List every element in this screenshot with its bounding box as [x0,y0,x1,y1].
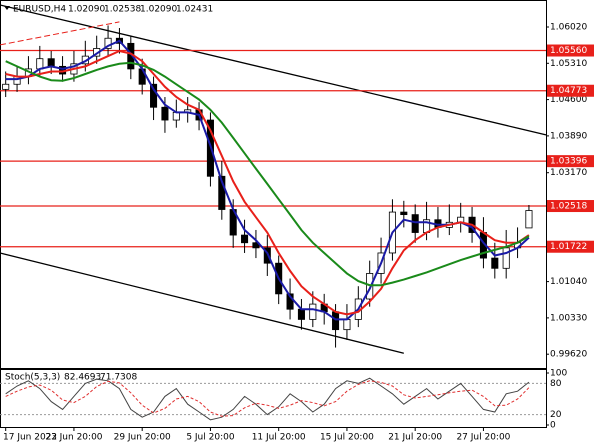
x-tick-label: 27 Jul 20:00 [456,433,510,443]
y-tick-label: 80 [550,379,562,389]
level-tag [547,44,594,57]
level-tag [547,84,594,97]
y-tick-label: 20 [550,410,562,420]
candle-body [161,106,169,121]
trendline [0,252,404,354]
y-tick-label: 0.99620 [550,350,587,360]
moving-average [5,49,530,316]
stoch-line [5,377,530,421]
x-tick-label: 21 Jul 20:00 [388,433,442,443]
x-tick-label: 17 Jun 2022 [3,433,57,443]
y-tick-label: 1.00330 [550,313,587,323]
candle-body [2,83,10,90]
stoch-d-value: 71.7308 [100,373,137,383]
candle-body [218,175,226,210]
candle-body [502,247,510,269]
stoch-title: Stoch(5,3,3) [5,373,60,383]
level-label: 1.02518 [550,202,587,212]
candle-body [150,83,158,108]
y-tick-label: 0 [550,421,556,431]
price-panel [0,0,547,369]
level-tag [547,200,594,213]
level-tag [547,240,594,253]
candle-body [343,319,351,331]
stoch-line [5,380,530,417]
candle-body [263,247,271,264]
x-tick-label: 5 Jul 20:00 [186,433,235,443]
trendline [0,4,547,136]
y-tick-label: 1.04600 [550,95,587,105]
x-tick-label: 29 Jun 20:00 [114,433,171,443]
candle-body [172,111,180,121]
candle-body [400,211,408,216]
open-text: 1.02090 [68,5,105,15]
candle-body [332,311,340,331]
y-tick-label: 100 [550,369,567,379]
level-label: 1.04773 [550,86,587,96]
candle-body [309,303,317,320]
x-tick-label: 23 Jun 20:00 [45,433,102,443]
stoch-panel [0,369,547,428]
symbol: EURUSD,H4 [13,5,66,15]
candle-body [411,214,419,233]
trendline [0,21,120,46]
candle-body [525,210,533,229]
y-tick-label: 1.06020 [550,22,587,32]
level-tag [547,155,594,168]
y-tick-label: 1.03890 [550,131,587,141]
candle-body [241,234,249,244]
level-label: 1.05560 [550,46,587,56]
y-tick-label: 1.03170 [550,168,587,178]
x-tick-label: 11 Jul 20:00 [252,433,306,443]
moving-average [5,39,530,321]
candle-body [297,308,305,320]
candle-body [47,58,55,67]
level-label: 1.03396 [550,157,587,167]
level-label: 1.01722 [550,242,587,252]
y-tick-label: 1.01040 [550,277,587,287]
x-tick-label: 15 Jul 20:00 [320,433,374,443]
candle-body [252,242,260,249]
y-tick-label: 1.05310 [550,59,587,69]
high-text: 1.02538 [104,5,141,15]
low-text: 1.02090 [140,5,177,15]
moving-average [5,60,530,287]
close-text: 1.02431 [176,5,213,15]
candle-body [36,58,44,70]
candle-body [104,37,112,49]
candle-body [491,257,499,269]
candle-body [286,293,294,310]
stoch-k-value: 82.4693 [64,373,101,383]
